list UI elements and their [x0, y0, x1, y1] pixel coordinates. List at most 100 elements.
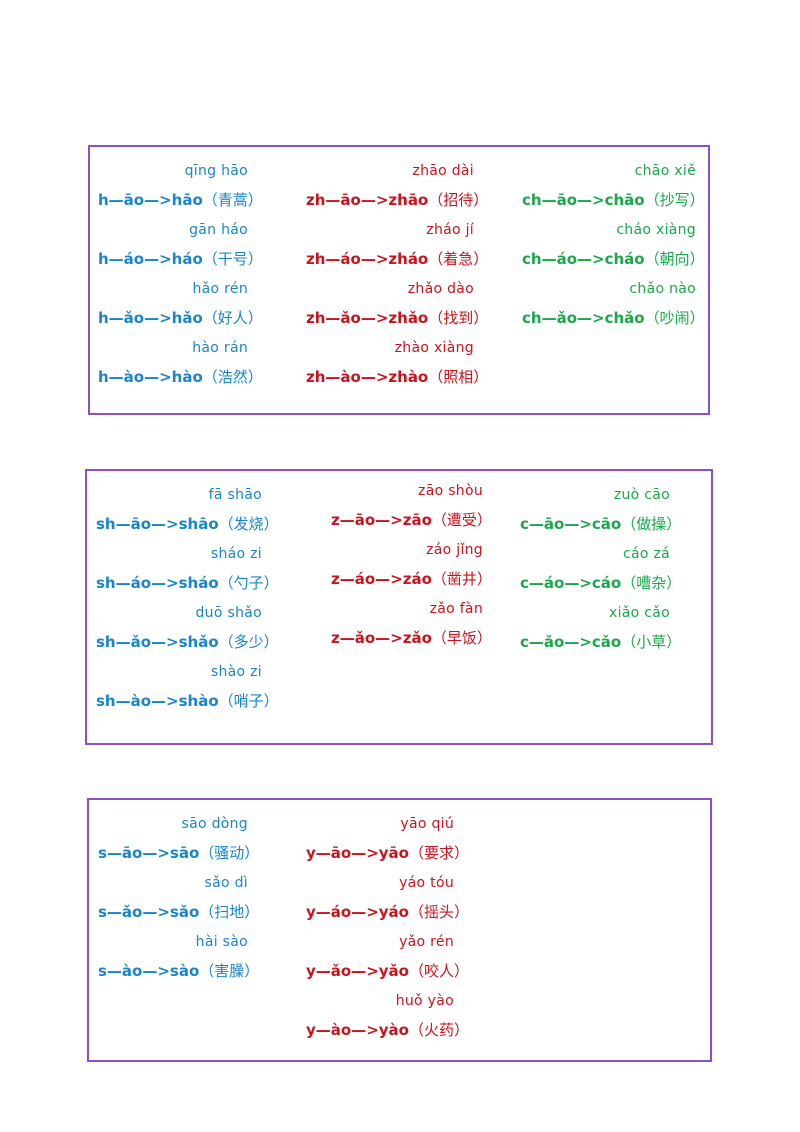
entry: zháo jí zh—áo—>zháo（着急）: [306, 214, 488, 273]
entry: qīng hāo h—āo—>hāo（青蒿）: [98, 155, 263, 214]
entry: xiǎo cǎo c—ǎo—>cǎo（小草）: [520, 597, 681, 656]
spelling-formula: ch—āo—>chāo（抄写）: [522, 189, 705, 211]
formula-text: ch—āo—>chāo: [522, 191, 645, 209]
spelling-formula: s—ǎo—>sǎo（扫地）: [98, 901, 259, 923]
entry: gān háo h—áo—>háo（干号）: [98, 214, 263, 273]
spelling-formula: s—āo—>sāo（骚动）: [98, 842, 259, 864]
spelling-formula: zh—áo—>zháo（着急）: [306, 248, 488, 270]
spelling-formula: c—āo—>cāo（做操）: [520, 513, 681, 535]
spelling-formula: h—ào—>hào（浩然）: [98, 366, 263, 388]
spelling-formula: c—ǎo—>cǎo（小草）: [520, 631, 681, 653]
pinyin-label: qīng hāo: [184, 163, 248, 179]
formula-text: ch—áo—>cháo: [522, 250, 645, 268]
pinyin-label: gān háo: [189, 222, 248, 238]
pinyin-label: chǎo nào: [629, 281, 696, 297]
entry: yǎo rén y—ǎo—>yǎo（咬人）: [306, 926, 469, 985]
spelling-formula: sh—ào—>shào（哨子）: [96, 690, 279, 712]
formula-text: sh—áo—>sháo: [96, 574, 219, 592]
formula-text: y—ǎo—>yǎo: [306, 962, 409, 980]
pinyin-label: zuò cāo: [613, 487, 670, 503]
word-text: （多少）: [218, 633, 279, 651]
entry: hài sào s—ào—>sào（害臊）: [98, 926, 259, 985]
entry: zuò cāo c—āo—>cāo（做操）: [520, 479, 681, 538]
pinyin-label: hǎo rén: [192, 281, 248, 297]
formula-text: y—áo—>yáo: [306, 903, 409, 921]
pinyin-label: shào zi: [210, 664, 262, 680]
formula-text: sh—āo—>shāo: [96, 515, 219, 533]
entry: hǎo rén h—ǎo—>hǎo（好人）: [98, 273, 263, 332]
spelling-formula: zh—ǎo—>zhǎo（找到）: [306, 307, 488, 329]
word-text: （扫地）: [199, 903, 260, 921]
word-text: （哨子）: [218, 692, 279, 710]
spelling-formula: y—āo—>yāo（要求）: [306, 842, 469, 864]
group-box-s-y: sāo dòng s—āo—>sāo（骚动） sǎo dì s—ǎo—>sǎo（…: [87, 798, 712, 1062]
entry: yāo qiú y—āo—>yāo（要求）: [306, 808, 469, 867]
pinyin-label: sǎo dì: [204, 875, 248, 891]
spelling-formula: ch—ǎo—>chǎo（吵闹）: [522, 307, 705, 329]
word-text: （发烧）: [218, 515, 279, 533]
spelling-formula: zh—ào—>zhào（照相）: [306, 366, 488, 388]
entry: hào rán h—ào—>hào（浩然）: [98, 332, 263, 391]
formula-text: z—áo—>záo: [331, 570, 432, 588]
word-text: （咬人）: [408, 962, 469, 980]
formula-text: c—áo—>cáo: [520, 574, 622, 592]
spelling-formula: z—āo—>zāo（遭受）: [331, 509, 492, 531]
pinyin-label: yǎo rén: [399, 934, 454, 950]
column-zh: zhāo dài zh—āo—>zhāo（招待） zháo jí zh—áo—>…: [306, 155, 488, 391]
formula-text: h—áo—>háo: [98, 250, 203, 268]
word-text: （遭受）: [431, 511, 492, 529]
pinyin-label: sháo zi: [210, 546, 262, 562]
pinyin-label: cáo zá: [622, 546, 670, 562]
word-text: （小草）: [621, 633, 682, 651]
spelling-formula: y—ǎo—>yǎo（咬人）: [306, 960, 469, 982]
formula-text: h—āo—>hāo: [98, 191, 203, 209]
formula-text: c—āo—>cāo: [520, 515, 622, 533]
spelling-formula: sh—ǎo—>shǎo（多少）: [96, 631, 279, 653]
spelling-formula: z—áo—>záo（凿井）: [331, 568, 492, 590]
pinyin-label: zháo jí: [426, 222, 474, 238]
formula-text: zh—ào—>zhào: [306, 368, 429, 386]
formula-text: h—ǎo—>hǎo: [98, 309, 203, 327]
word-text: （早饭）: [431, 629, 492, 647]
pinyin-label: cháo xiàng: [616, 222, 696, 238]
word-text: （火药）: [408, 1021, 469, 1039]
spelling-formula: s—ào—>sào（害臊）: [98, 960, 259, 982]
pinyin-label: zhāo dài: [412, 163, 474, 179]
spelling-formula: h—áo—>háo（干号）: [98, 248, 263, 270]
entry: yáo tóu y—áo—>yáo（摇头）: [306, 867, 469, 926]
entry: zǎo fàn z—ǎo—>zǎo（早饭）: [331, 593, 492, 652]
entry: zhào xiàng zh—ào—>zhào（照相）: [306, 332, 488, 391]
entry: sǎo dì s—ǎo—>sǎo（扫地）: [98, 867, 259, 926]
pinyin-label: yáo tóu: [399, 875, 454, 891]
entry: sháo zi sh—áo—>sháo（勺子）: [96, 538, 279, 597]
formula-text: c—ǎo—>cǎo: [520, 633, 622, 651]
word-text: （着急）: [428, 250, 489, 268]
word-text: （找到）: [428, 309, 489, 327]
spelling-formula: c—áo—>cáo（嘈杂）: [520, 572, 681, 594]
column-sh: fā shāo sh—āo—>shāo（发烧） sháo zi sh—áo—>s…: [96, 479, 279, 715]
formula-text: zh—āo—>zhāo: [306, 191, 429, 209]
spelling-formula: h—āo—>hāo（青蒿）: [98, 189, 263, 211]
pinyin-label: zhǎo dào: [407, 281, 474, 297]
entry: huǒ yào y—ào—>yào（火药）: [306, 985, 469, 1044]
spelling-formula: h—ǎo—>hǎo（好人）: [98, 307, 263, 329]
column-s: sāo dòng s—āo—>sāo（骚动） sǎo dì s—ǎo—>sǎo（…: [98, 808, 259, 985]
entry: sāo dòng s—āo—>sāo（骚动）: [98, 808, 259, 867]
formula-text: sh—ào—>shào: [96, 692, 219, 710]
spelling-formula: sh—āo—>shāo（发烧）: [96, 513, 279, 535]
entry: chǎo nào ch—ǎo—>chǎo（吵闹）: [522, 273, 705, 332]
entry: duō shǎo sh—ǎo—>shǎo（多少）: [96, 597, 279, 656]
word-text: （干号）: [202, 250, 263, 268]
group-box-sh-z-c: fā shāo sh—āo—>shāo（发烧） sháo zi sh—áo—>s…: [85, 469, 713, 745]
entry: zhǎo dào zh—ǎo—>zhǎo（找到）: [306, 273, 488, 332]
group-box-h-zh-ch: qīng hāo h—āo—>hāo（青蒿） gān háo h—áo—>háo…: [88, 145, 710, 415]
pinyin-label: záo jǐng: [426, 542, 483, 558]
pinyin-label: sāo dòng: [181, 816, 248, 832]
word-text: （浩然）: [202, 368, 263, 386]
spelling-formula: z—ǎo—>zǎo（早饭）: [331, 627, 492, 649]
word-text: （抄写）: [644, 191, 705, 209]
column-y: yāo qiú y—āo—>yāo（要求） yáo tóu y—áo—>yáo（…: [306, 808, 469, 1044]
entry: cháo xiàng ch—áo—>cháo（朝向）: [522, 214, 705, 273]
spelling-formula: zh—āo—>zhāo（招待）: [306, 189, 488, 211]
word-text: （勺子）: [218, 574, 279, 592]
